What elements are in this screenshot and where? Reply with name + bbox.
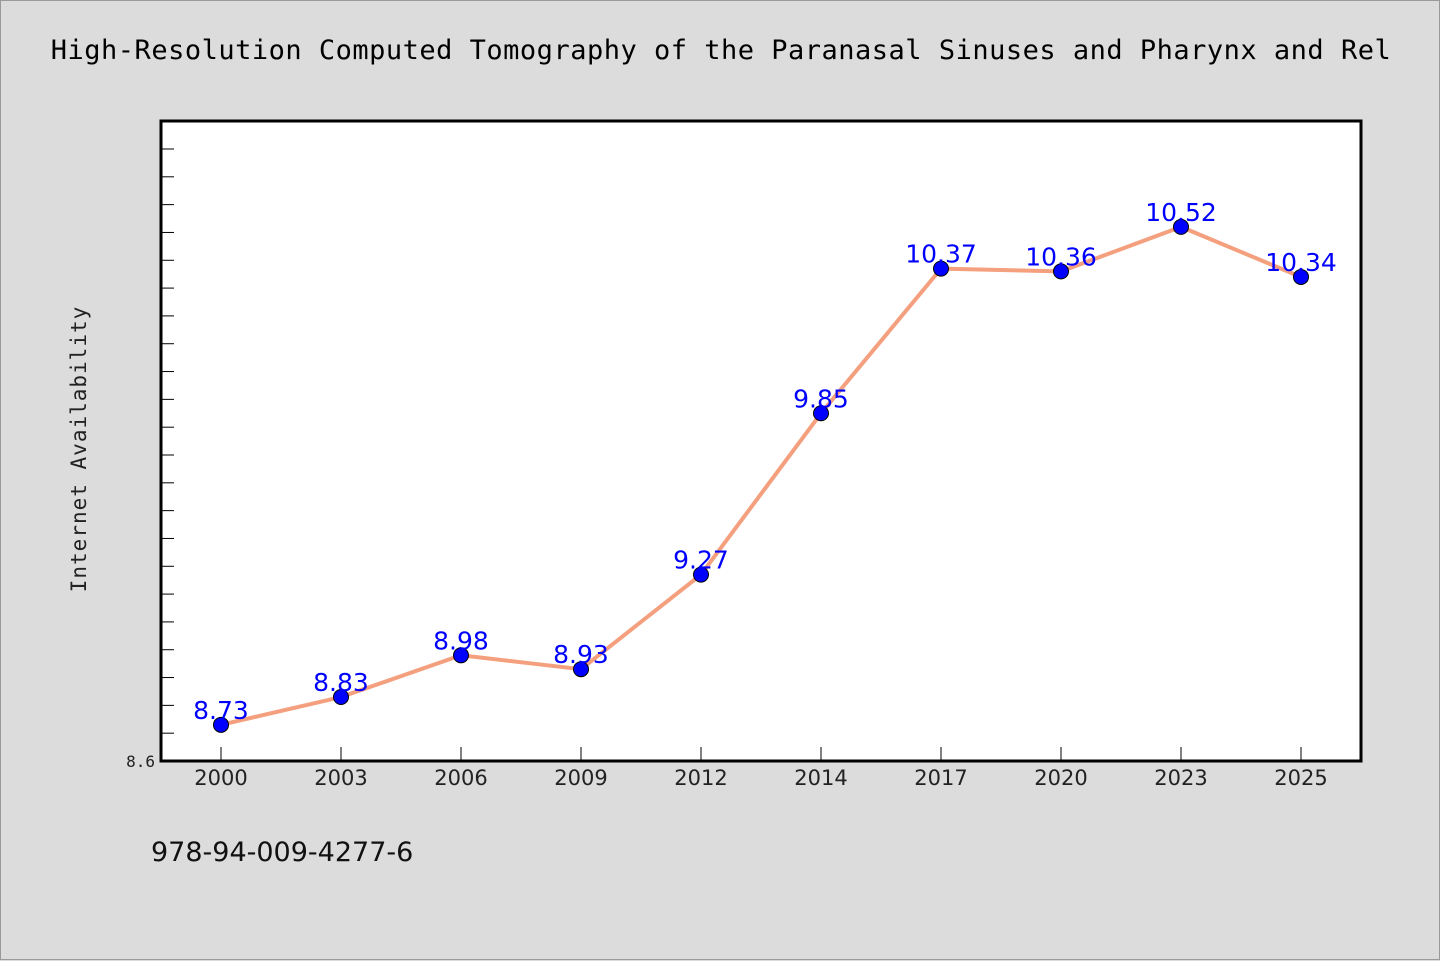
x-tick-label: 2006: [434, 766, 487, 790]
x-tick-label: 2017: [914, 766, 967, 790]
x-tick-label: 2025: [1274, 766, 1327, 790]
data-label: 10.34: [1265, 248, 1337, 277]
x-tick-label: 2000: [194, 766, 247, 790]
data-point-marker: [1293, 268, 1309, 285]
data-point-marker: [693, 566, 709, 583]
data-label: 9.27: [673, 546, 729, 575]
footer-isbn-text: 978-94-009-4277-6: [151, 837, 414, 868]
data-point-marker: [933, 260, 949, 277]
data-label: 10.36: [1025, 242, 1097, 271]
data-point-marker: [1053, 263, 1069, 280]
x-tick-label: 2014: [794, 766, 847, 790]
y-tick-label: 8.6: [126, 752, 155, 771]
data-label: 8.98: [433, 626, 489, 655]
data-point-marker: [573, 661, 589, 678]
series-line: [219, 224, 1303, 727]
data-label: 9.85: [793, 384, 849, 413]
data-label: 8.83: [313, 668, 369, 697]
x-tick-label: 2003: [314, 766, 367, 790]
x-tick-label: 2012: [674, 766, 727, 790]
data-point-marker: [813, 405, 829, 422]
data-point-marker: [1173, 218, 1189, 235]
data-label: 8.93: [553, 640, 609, 669]
data-label: 8.73: [193, 696, 249, 725]
x-tick-label: 2009: [554, 766, 607, 790]
plot-area: [159, 119, 1363, 763]
x-tick-label: 2023: [1154, 766, 1207, 790]
chart-title: High-Resolution Computed Tomography of t…: [50, 35, 1392, 66]
data-label: 10.52: [1145, 198, 1217, 227]
data-point-marker: [453, 647, 469, 664]
data-point-marker: [333, 689, 349, 706]
data-label: 10.37: [905, 240, 977, 269]
data-point-marker: [213, 716, 229, 733]
x-tick-label: 2020: [1034, 766, 1087, 790]
